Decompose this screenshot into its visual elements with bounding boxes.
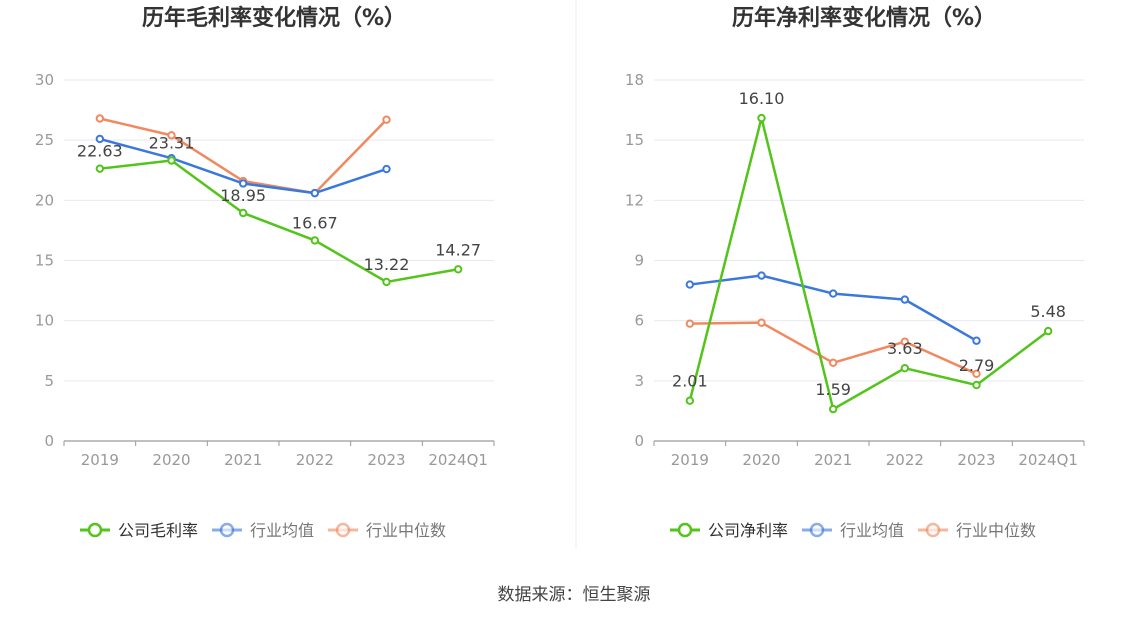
legend-label: 行业均值 — [840, 521, 904, 540]
data-source: 数据来源：恒生聚源 — [497, 585, 651, 605]
data-point — [167, 131, 176, 140]
data-point — [900, 363, 910, 373]
data-label: 1.59 — [815, 380, 851, 399]
data-point — [900, 337, 910, 346]
data-point — [972, 369, 981, 379]
data-point — [828, 358, 838, 367]
x-tick-label: 2021 — [224, 451, 262, 469]
y-tick-label: 30 — [35, 71, 54, 89]
legend-swatch-marker — [87, 522, 103, 538]
data-label: 5.48 — [1030, 302, 1066, 321]
y-tick-label: 15 — [35, 252, 54, 270]
data-point — [95, 114, 105, 123]
y-tick-label: 20 — [35, 191, 54, 209]
x-tick-label: 2019 — [671, 451, 709, 469]
legend-label: 公司净利率 — [708, 521, 788, 540]
x-tick-label: 2023 — [367, 451, 405, 469]
legend-swatch-marker — [219, 522, 235, 538]
data-point — [828, 289, 838, 298]
x-tick-label: 2024Q1 — [428, 451, 488, 469]
legend-label: 公司毛利率 — [118, 521, 198, 540]
y-tick-label: 5 — [44, 372, 54, 390]
data-point — [1043, 326, 1053, 336]
data-label: 14.27 — [435, 240, 481, 259]
legend-swatch-marker — [809, 522, 825, 538]
data-point — [238, 208, 248, 218]
x-tick-label: 2023 — [957, 451, 995, 469]
data-point — [900, 295, 910, 304]
data-label: 16.67 — [292, 213, 338, 232]
y-tick-label: 18 — [625, 71, 644, 89]
chart-title: 历年毛利率变化情况（%） — [142, 5, 406, 31]
data-point — [828, 404, 838, 414]
data-point — [972, 380, 981, 390]
x-tick-label: 2022 — [296, 451, 334, 469]
net-margin-chart: 历年净利率变化情况（%） 0 3 6 9 12 15 18 2019 2020 2021 2022 20… — [625, 5, 1085, 540]
x-tick-label: 2024Q1 — [1018, 451, 1078, 469]
data-point — [382, 277, 391, 287]
data-label: 23.31 — [149, 134, 195, 153]
data-label: 16.10 — [739, 89, 785, 108]
data-point — [382, 164, 391, 174]
y-tick-label: 0 — [44, 432, 54, 450]
data-point — [167, 156, 176, 165]
data-point — [685, 319, 695, 328]
gross-margin-chart: 历年毛利率变化情况（%） 0 5 10 15 20 25 30 2019 2020 2021 2022… — [35, 5, 495, 540]
data-point — [95, 164, 105, 173]
data-point — [757, 271, 766, 280]
y-tick-label: 3 — [634, 372, 644, 390]
data-point — [685, 280, 695, 289]
x-tick-label: 2019 — [81, 451, 119, 469]
x-tick-label: 2020 — [152, 451, 190, 469]
series-line — [99, 159, 459, 284]
legend-label: 行业均值 — [250, 521, 314, 540]
data-point — [757, 113, 766, 123]
x-tick-label: 2022 — [886, 451, 924, 469]
data-label: 22.63 — [77, 142, 123, 161]
x-tick-label: 2021 — [814, 451, 852, 469]
legend-swatch-marker — [335, 522, 351, 538]
data-label: 2.01 — [672, 372, 708, 391]
chart-title: 历年净利率变化情况（%） — [732, 5, 996, 31]
series-line — [689, 274, 978, 342]
data-point — [238, 179, 248, 188]
series-line — [688, 116, 1049, 411]
data-label: 2.79 — [959, 356, 995, 375]
legend-label: 行业中位数 — [366, 521, 446, 540]
x-tick-label: 2020 — [742, 451, 780, 469]
data-point — [95, 134, 105, 144]
data-point — [453, 265, 463, 274]
legend-swatch-marker — [925, 522, 941, 538]
data-point — [757, 318, 766, 327]
y-tick-label: 15 — [625, 131, 644, 149]
data-label: 13.22 — [364, 255, 410, 274]
legend-swatch-marker — [677, 522, 693, 538]
y-tick-label: 25 — [35, 131, 54, 149]
data-point — [685, 396, 695, 405]
data-label: 18.95 — [220, 186, 266, 205]
data-label: 3.63 — [887, 339, 923, 358]
y-tick-label: 0 — [634, 432, 644, 450]
data-point — [972, 336, 981, 345]
data-point — [310, 236, 320, 245]
y-tick-label: 12 — [625, 191, 644, 209]
y-tick-label: 9 — [634, 252, 644, 270]
y-tick-label: 6 — [634, 312, 644, 330]
data-point — [382, 115, 391, 124]
y-tick-label: 10 — [35, 312, 54, 330]
legend-label: 行业中位数 — [956, 521, 1036, 540]
data-point — [310, 188, 320, 198]
